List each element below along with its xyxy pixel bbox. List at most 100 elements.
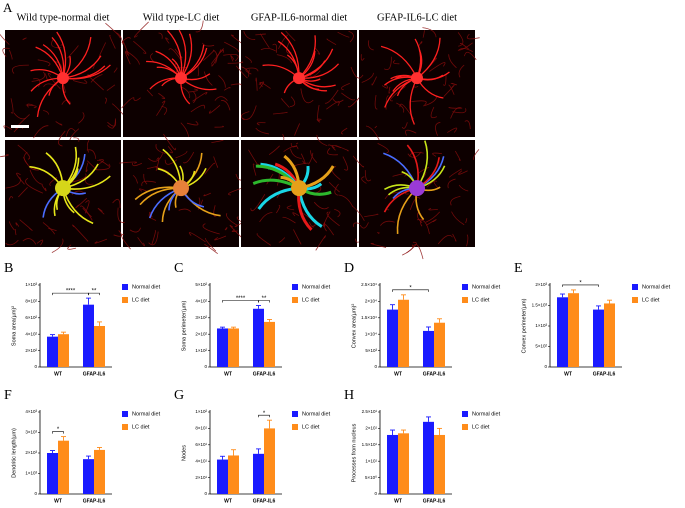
y-tick-label: 0	[374, 364, 377, 369]
background-process	[351, 205, 365, 221]
background-process	[388, 86, 391, 94]
background-process	[51, 238, 64, 253]
significance-bracket	[562, 284, 599, 287]
background-process	[294, 123, 301, 136]
background-process	[214, 235, 227, 241]
background-process	[272, 111, 288, 115]
legend-label: LC diet	[472, 297, 490, 303]
background-process	[161, 106, 168, 116]
background-process	[281, 98, 290, 108]
background-process	[465, 218, 468, 224]
error-bar	[390, 304, 395, 310]
background-process	[214, 96, 228, 101]
panel-label: G	[174, 388, 184, 403]
background-process	[300, 88, 314, 104]
bar	[217, 459, 228, 494]
error-bar	[426, 416, 431, 422]
significance: *	[579, 280, 582, 286]
background-process	[443, 84, 455, 97]
bar	[94, 326, 105, 367]
soma	[291, 180, 307, 197]
background-process	[316, 134, 328, 147]
background-process	[33, 78, 41, 88]
background-process	[23, 151, 29, 166]
background-process	[224, 226, 228, 231]
error-bar	[86, 297, 91, 305]
background-process	[211, 139, 224, 144]
y-tick-label: 4×10²	[25, 331, 37, 336]
y-tick-label: 0	[34, 491, 37, 496]
background-process	[245, 68, 252, 75]
background-process	[392, 60, 400, 65]
significance-bracket	[258, 300, 270, 303]
background-process	[412, 244, 424, 260]
x-tick-label: GFAP-IL6	[253, 498, 276, 504]
error-bar	[220, 455, 225, 460]
legend-swatch	[462, 284, 468, 290]
error-bar	[390, 429, 395, 435]
error-bar	[560, 293, 565, 298]
background-process	[3, 125, 13, 130]
background-process	[174, 48, 183, 59]
bar	[568, 293, 579, 367]
background-process	[155, 166, 170, 176]
legend-swatch	[292, 411, 298, 417]
background-process	[364, 170, 372, 182]
background-process	[158, 92, 166, 100]
background-process	[13, 112, 27, 120]
x-tick-label: GFAP-IL6	[423, 371, 446, 377]
legend-label: LC diet	[302, 424, 320, 430]
background-process	[405, 129, 417, 136]
background-process	[374, 125, 378, 129]
y-tick-label: 1×10¹	[365, 458, 377, 463]
background-process	[334, 208, 341, 218]
background-process	[417, 41, 423, 48]
background-process	[324, 89, 339, 104]
bar	[228, 455, 239, 494]
background-process	[55, 121, 63, 126]
background-process	[214, 125, 224, 128]
error-bar	[220, 326, 225, 329]
y-tick-label: 8×10¹	[195, 426, 207, 431]
background-process	[448, 84, 455, 95]
background-process	[186, 121, 199, 126]
background-process	[385, 95, 389, 110]
background-process	[259, 212, 273, 223]
background-process	[466, 33, 480, 40]
background-process	[472, 149, 480, 161]
background-process	[293, 229, 302, 245]
background-process	[146, 89, 153, 97]
background-process	[315, 235, 326, 251]
significance: ****	[66, 289, 76, 295]
y-axis-label: Convex area(µm)²	[351, 304, 357, 349]
background-process	[401, 122, 408, 129]
background-process	[450, 82, 457, 86]
soma	[55, 180, 71, 197]
background-process	[178, 208, 191, 212]
y-tick-label: 1×10³	[535, 323, 547, 328]
y-tick-label: 3×10³	[25, 430, 37, 435]
background-process	[359, 222, 369, 229]
background-process	[148, 153, 164, 162]
x-tick-label: WT	[394, 371, 402, 377]
background-process	[448, 54, 457, 69]
background-process	[250, 194, 266, 212]
background-process	[276, 54, 293, 64]
background-process	[259, 82, 271, 89]
background-process	[188, 88, 198, 93]
background-process	[242, 105, 257, 120]
y-tick-label: 1×10²	[195, 348, 207, 353]
background-process	[48, 227, 57, 232]
background-process	[322, 223, 335, 236]
y-tick-label: 0	[204, 491, 207, 496]
y-tick-label: 5×10⁰	[365, 475, 377, 480]
panel-label: C	[174, 261, 183, 276]
bar	[398, 299, 409, 367]
background-process	[340, 82, 350, 91]
background-process	[121, 37, 131, 43]
background-process	[347, 96, 361, 108]
background-process	[202, 50, 215, 61]
background-process	[190, 104, 206, 113]
background-process	[342, 156, 349, 171]
x-tick-label: GFAP-IL6	[83, 371, 106, 377]
